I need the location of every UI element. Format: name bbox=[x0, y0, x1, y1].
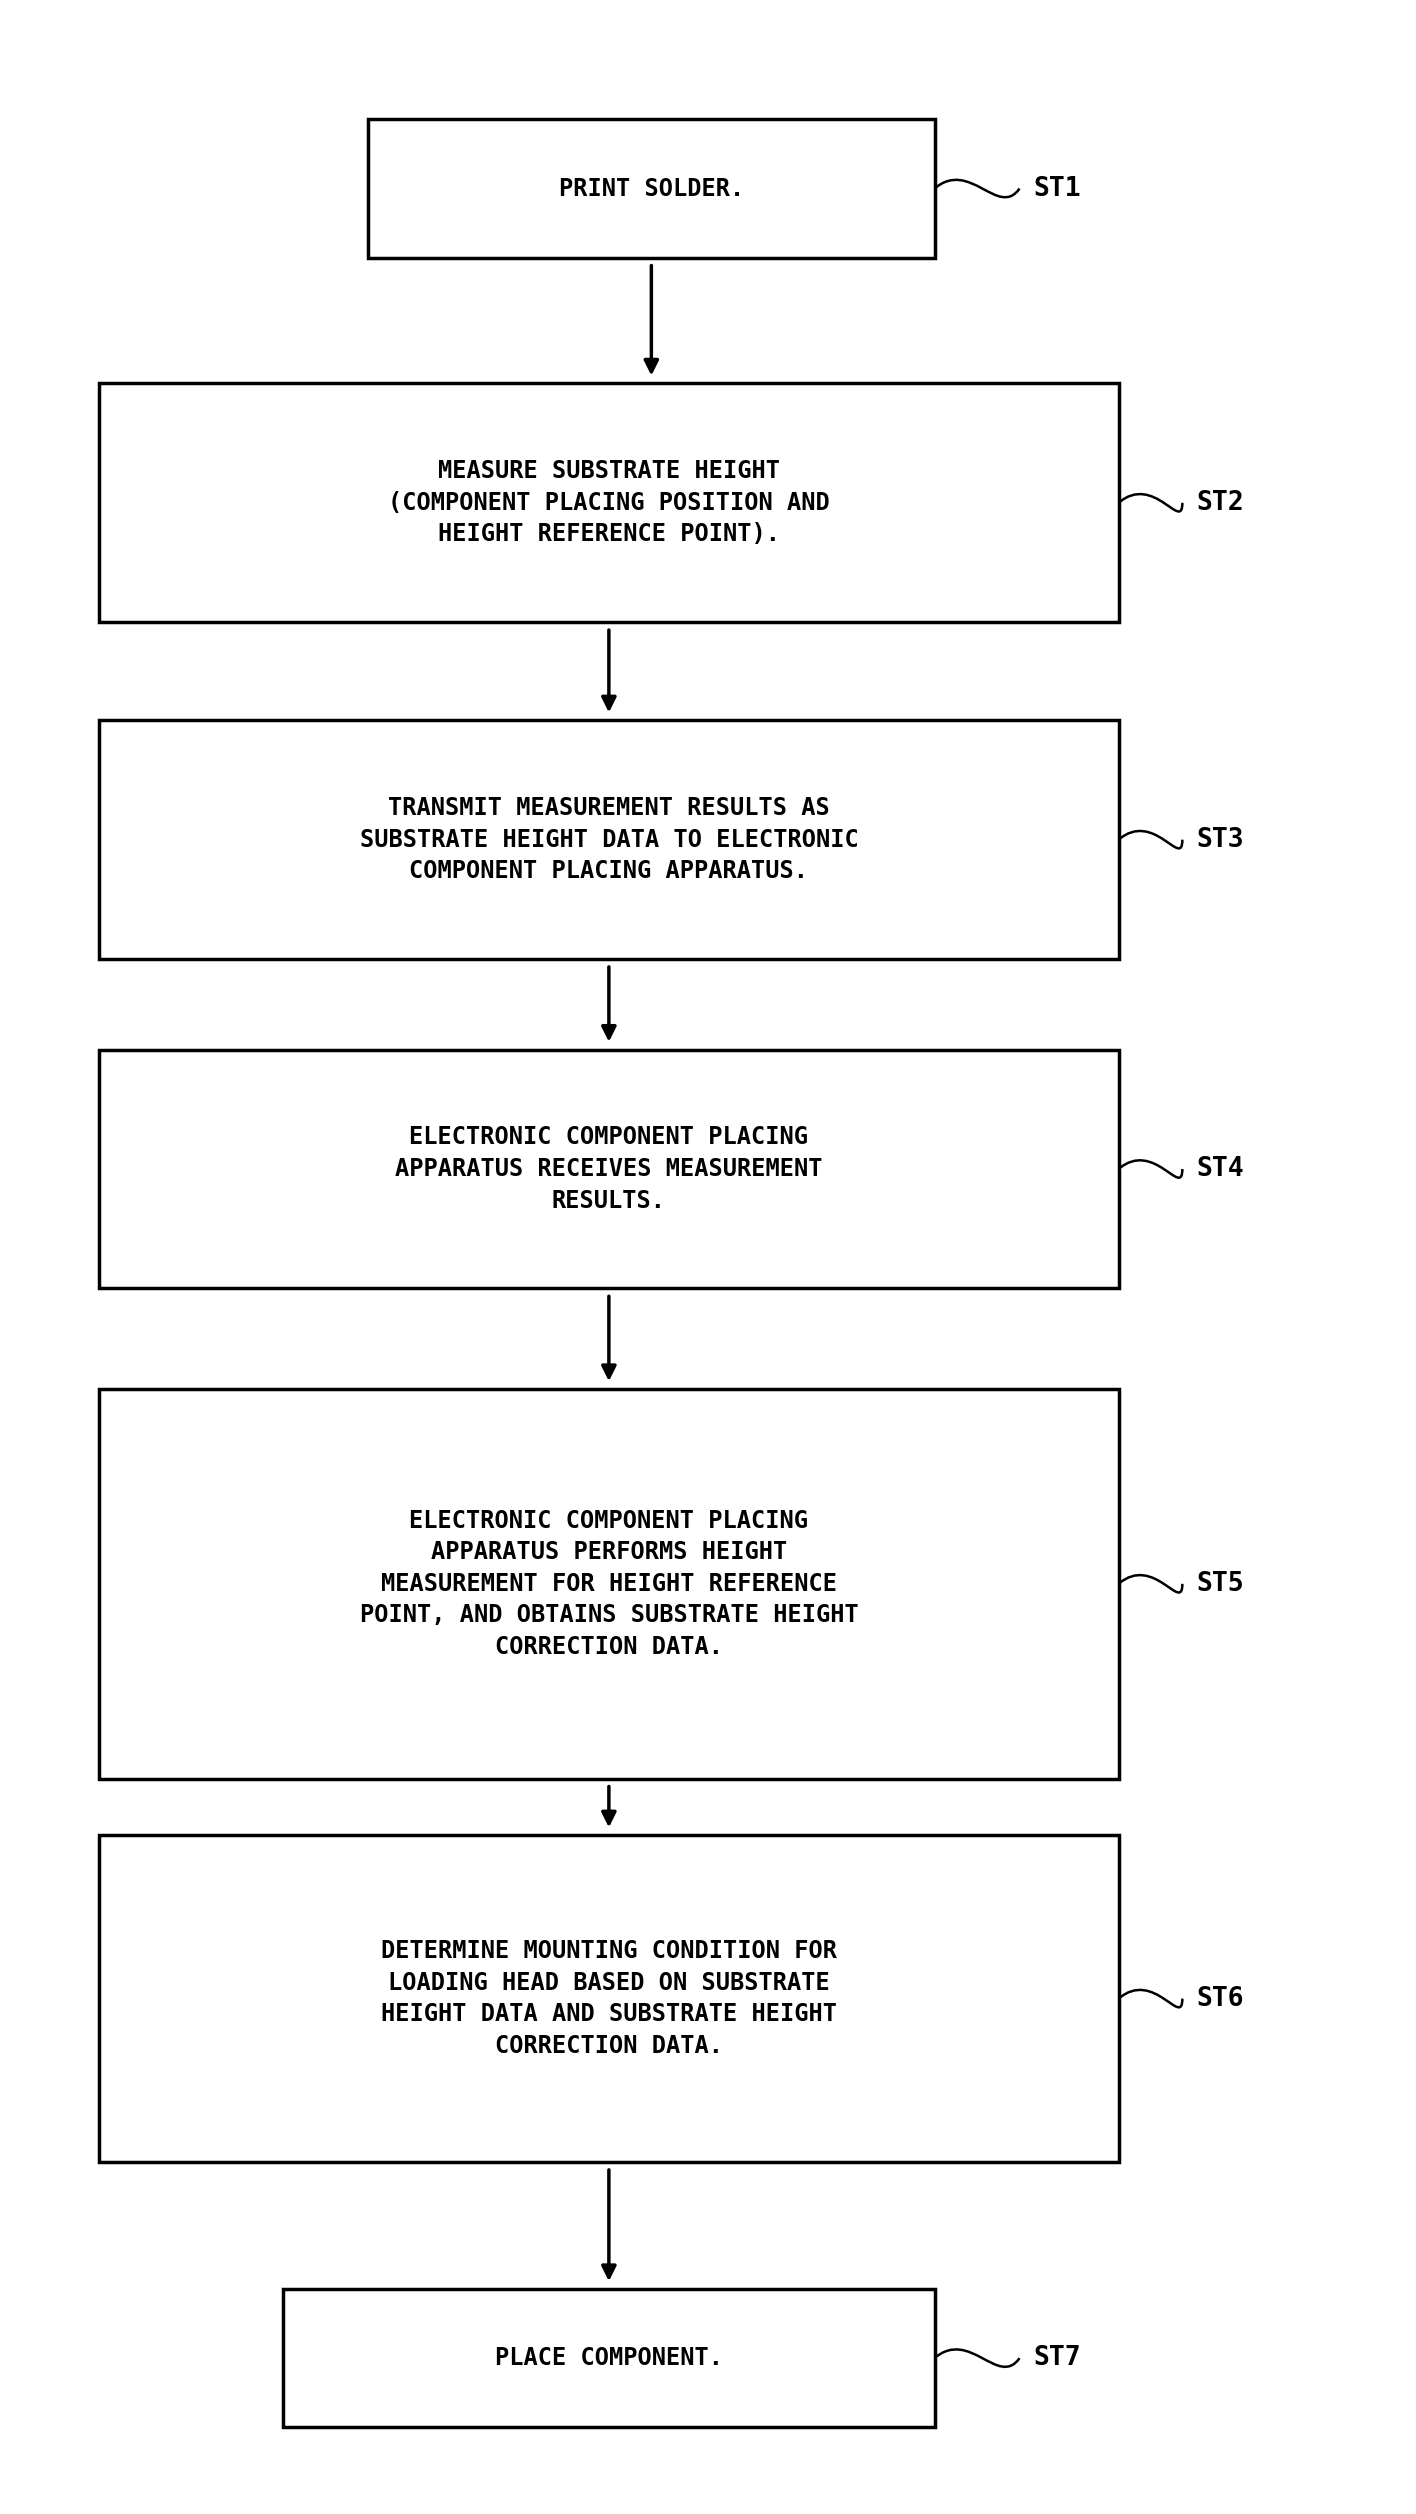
Text: ST1: ST1 bbox=[1034, 176, 1082, 201]
Text: PLACE COMPONENT.: PLACE COMPONENT. bbox=[494, 2346, 724, 2371]
Text: ELECTRONIC COMPONENT PLACING
APPARATUS PERFORMS HEIGHT
MEASUREMENT FOR HEIGHT RE: ELECTRONIC COMPONENT PLACING APPARATUS P… bbox=[360, 1508, 858, 1659]
Text: DETERMINE MOUNTING CONDITION FOR
LOADING HEAD BASED ON SUBSTRATE
HEIGHT DATA AND: DETERMINE MOUNTING CONDITION FOR LOADING… bbox=[381, 1938, 837, 2059]
FancyBboxPatch shape bbox=[368, 118, 935, 256]
FancyBboxPatch shape bbox=[99, 719, 1119, 958]
Text: ST3: ST3 bbox=[1197, 827, 1245, 852]
FancyBboxPatch shape bbox=[283, 2288, 935, 2429]
Text: ELECTRONIC COMPONENT PLACING
APPARATUS RECEIVES MEASUREMENT
RESULTS.: ELECTRONIC COMPONENT PLACING APPARATUS R… bbox=[395, 1126, 823, 1212]
FancyBboxPatch shape bbox=[99, 1388, 1119, 1780]
Text: MEASURE SUBSTRATE HEIGHT
(COMPONENT PLACING POSITION AND
HEIGHT REFERENCE POINT): MEASURE SUBSTRATE HEIGHT (COMPONENT PLAC… bbox=[388, 460, 830, 546]
Text: TRANSMIT MEASUREMENT RESULTS AS
SUBSTRATE HEIGHT DATA TO ELECTRONIC
COMPONENT PL: TRANSMIT MEASUREMENT RESULTS AS SUBSTRAT… bbox=[360, 797, 858, 882]
Text: ST6: ST6 bbox=[1197, 1986, 1245, 2011]
FancyBboxPatch shape bbox=[99, 1835, 1119, 2162]
FancyBboxPatch shape bbox=[99, 1051, 1119, 1287]
Text: ST7: ST7 bbox=[1034, 2346, 1082, 2371]
FancyBboxPatch shape bbox=[99, 382, 1119, 621]
Text: PRINT SOLDER.: PRINT SOLDER. bbox=[559, 176, 743, 201]
Text: ST5: ST5 bbox=[1197, 1571, 1245, 1596]
Text: ST4: ST4 bbox=[1197, 1156, 1245, 1182]
Text: ST2: ST2 bbox=[1197, 490, 1245, 515]
